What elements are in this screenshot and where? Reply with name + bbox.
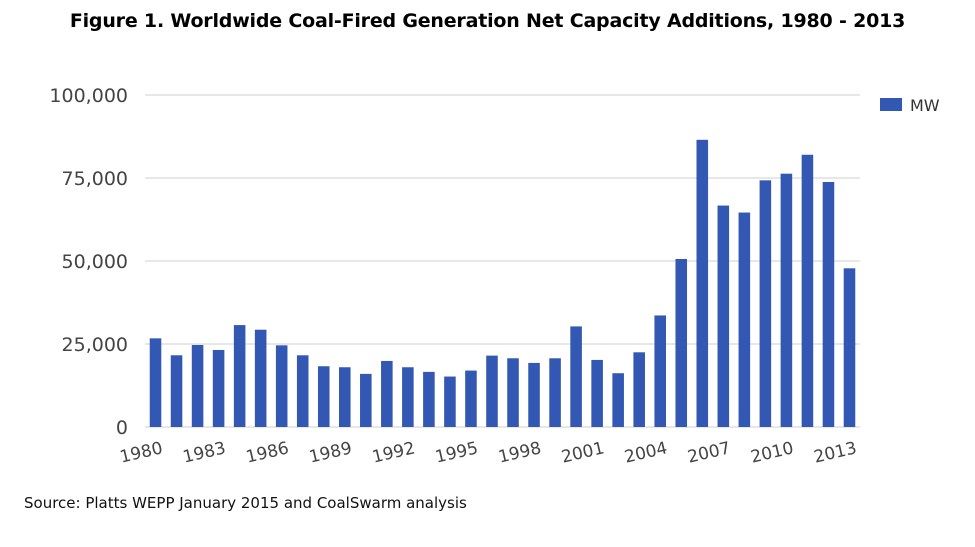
bar-2001 <box>591 359 603 427</box>
bar-1986 <box>275 345 288 427</box>
y-tick-label: 100,000 <box>49 85 128 107</box>
x-tick-label: 2010 <box>749 438 796 467</box>
bar-1990 <box>360 373 372 427</box>
bar-1987 <box>296 355 309 427</box>
bar-1989 <box>338 367 351 427</box>
legend-label: MW <box>910 96 940 115</box>
y-tick-label: 25,000 <box>62 334 128 356</box>
x-tick-label: 2004 <box>623 438 670 467</box>
x-tick-label: 1986 <box>244 438 291 467</box>
bar-series <box>149 139 856 427</box>
gridlines <box>145 94 860 428</box>
bar-1980 <box>149 338 162 427</box>
y-tick-label: 75,000 <box>62 168 128 190</box>
bar-2010 <box>780 173 793 427</box>
bar-1995 <box>465 370 477 427</box>
bar-1992 <box>402 367 414 427</box>
bar-1984 <box>233 325 246 427</box>
bar-1983 <box>212 349 225 427</box>
bar-2000 <box>570 326 582 427</box>
bar-1994 <box>444 376 456 427</box>
bar-1993 <box>423 371 435 427</box>
bar-2003 <box>633 352 645 427</box>
bar-2009 <box>759 180 772 427</box>
legend-swatch <box>880 98 902 111</box>
x-tick-label: 1992 <box>370 438 417 467</box>
bar-2006 <box>696 139 709 427</box>
x-tick-label: 2001 <box>560 438 607 467</box>
x-tick-label: 1998 <box>497 438 544 467</box>
legend: MW <box>880 96 940 115</box>
bar-2013 <box>843 268 856 427</box>
bar-2005 <box>675 259 688 427</box>
x-tick-label: 2013 <box>812 438 859 467</box>
bar-1985 <box>254 329 267 427</box>
bar-1991 <box>381 360 393 427</box>
bar-2011 <box>801 154 814 427</box>
bar-2007 <box>717 205 730 427</box>
bar-2008 <box>738 212 751 427</box>
x-tick-label: 1989 <box>307 438 354 467</box>
bar-1981 <box>170 355 183 427</box>
x-tick-label: 1980 <box>118 438 165 467</box>
bar-2012 <box>822 181 835 427</box>
bar-1996 <box>486 355 498 427</box>
bar-1988 <box>317 366 330 427</box>
bar-2004 <box>654 315 667 427</box>
y-tick-label: 50,000 <box>62 251 128 273</box>
x-tick-label: 1983 <box>181 438 228 467</box>
bar-1997 <box>507 358 519 427</box>
x-tick-label: 2007 <box>686 438 733 467</box>
bar-1999 <box>549 358 561 427</box>
x-tick-label: 1995 <box>433 438 480 467</box>
bar-1982 <box>191 344 204 427</box>
y-axis-ticks: 0 25,000 50,000 75,000 100,000 <box>49 85 128 439</box>
chart-title: Figure 1. Worldwide Coal-Fired Generatio… <box>69 10 906 32</box>
bar-1998 <box>528 362 540 427</box>
bar-2002 <box>612 373 624 427</box>
x-axis-ticks: 1980 1983 1986 1989 1992 1995 1998 2001 2004 2007… <box>118 438 859 467</box>
y-tick-label: 0 <box>116 417 128 439</box>
source-note: Source: Platts WEPP January 2015 and Coa… <box>24 494 467 512</box>
